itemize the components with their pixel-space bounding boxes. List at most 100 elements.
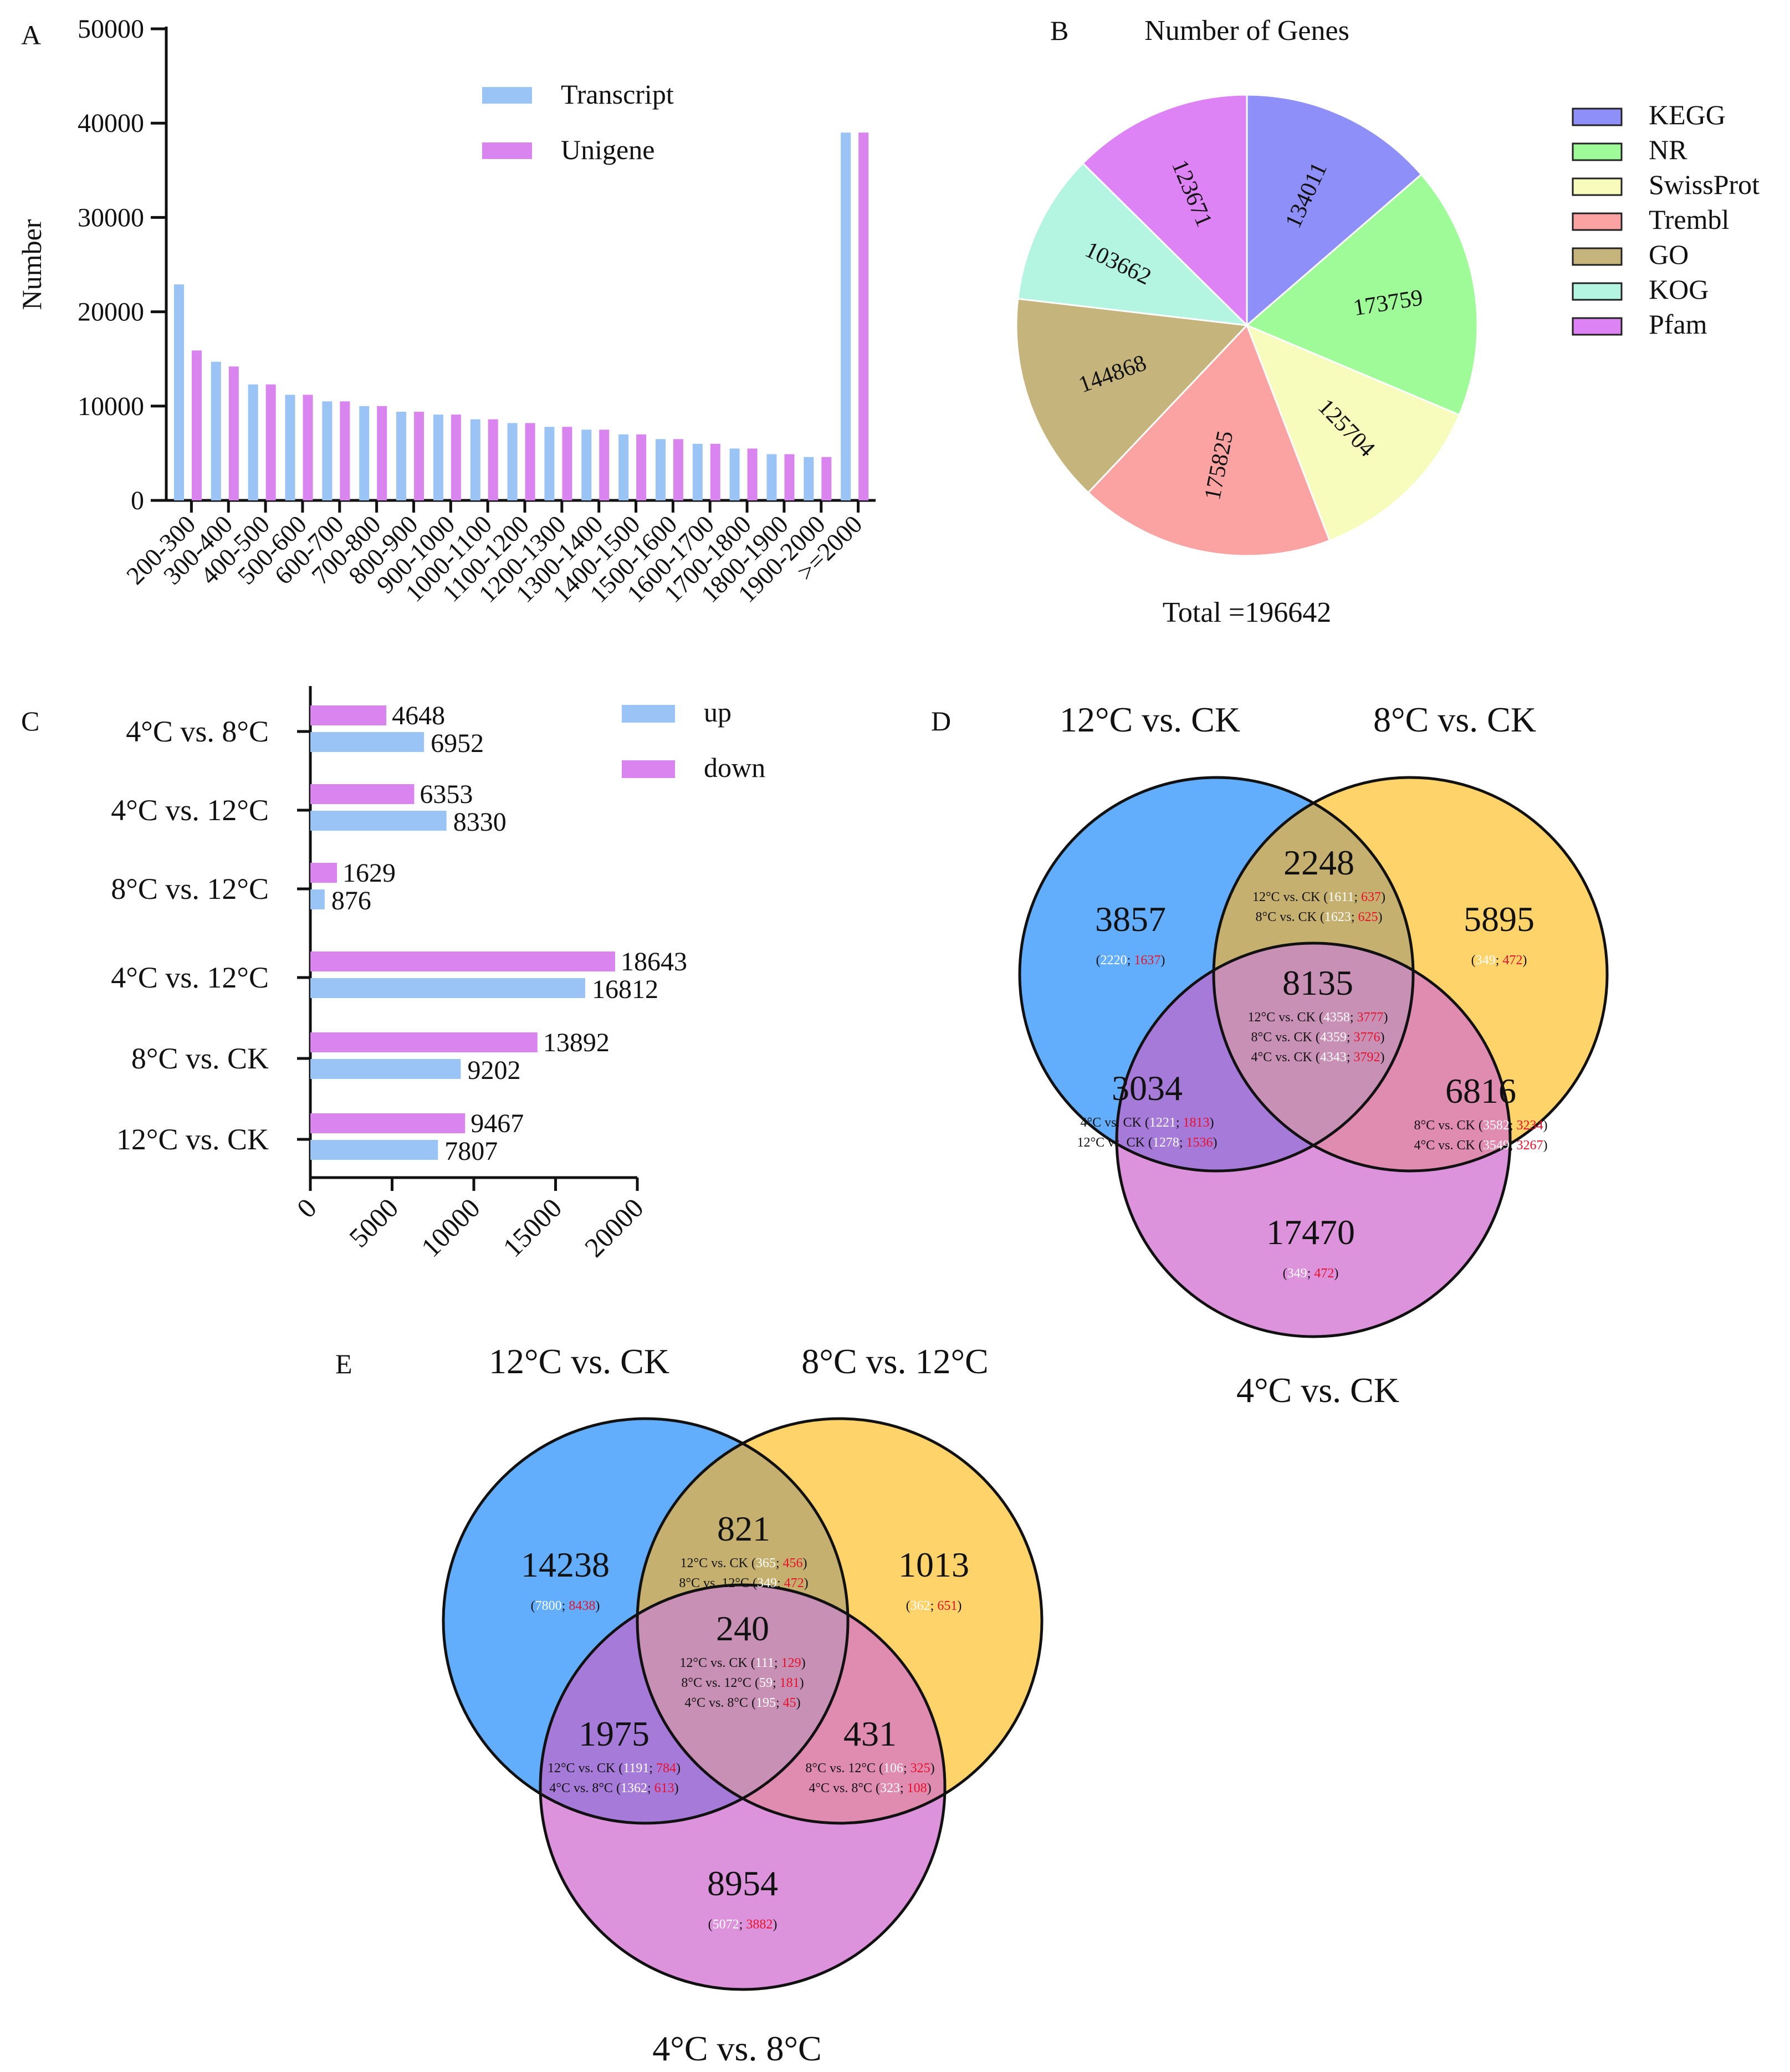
punct: ( [613, 1781, 621, 1795]
panel-label-a: A [21, 19, 41, 50]
bar-down [310, 784, 415, 804]
punct: ) [1209, 1116, 1214, 1130]
circle-outline [1115, 942, 1512, 1338]
up-count: 349 [1476, 953, 1496, 968]
legend-swatch-go [1572, 247, 1623, 266]
panel-label-c: C [21, 705, 39, 736]
region-count-right-bottom: 6816 [1445, 1071, 1516, 1111]
legend-label-go: GO [1649, 239, 1689, 270]
legend-label-kegg: KEGG [1649, 99, 1726, 130]
punct: ) [1543, 1118, 1547, 1133]
bar-up-value-label: 876 [331, 886, 371, 915]
set-label-bottom: 4°C vs. 8°C [652, 2029, 821, 2068]
punct: ; [1176, 1116, 1183, 1130]
updown-line: 4°C vs. CK (3549; 3267) [1414, 1138, 1548, 1153]
punct: ) [1213, 1135, 1217, 1150]
circle-outline [442, 1417, 850, 1825]
down-count: 1536 [1186, 1135, 1213, 1150]
bar-down [310, 1032, 538, 1052]
punct: ( [1475, 1118, 1483, 1133]
bar-transcript [396, 412, 407, 500]
bar-unigene [525, 423, 535, 500]
legend-swatch-pfam [1572, 317, 1623, 336]
bar-transcript [470, 419, 480, 500]
comparison-name: 8°C vs. CK [1414, 1118, 1476, 1133]
punct: ) [1522, 953, 1527, 968]
legend-label-up: up [704, 697, 732, 728]
updown-line: (349; 472) [1471, 953, 1527, 968]
up-count: 4359 [1320, 1030, 1347, 1045]
set-label-left: 12°C vs. CK [1060, 700, 1240, 739]
circle-outline [1212, 776, 1609, 1173]
y-tick-label: 30000 [78, 203, 144, 232]
comparison-name: 4°C vs. CK [1251, 1050, 1313, 1065]
bar-unigene [340, 401, 350, 500]
updown-line: 8°C vs. 12°C (349; 472) [679, 1576, 808, 1590]
updown-line: 4°C vs. 8°C (323; 108) [809, 1781, 931, 1795]
legend-label-nr: NR [1649, 134, 1687, 165]
bar-up-value-label: 9202 [467, 1056, 520, 1085]
punct: ) [1160, 953, 1165, 968]
pie-slice-pfam [1081, 94, 1248, 328]
punct: ; [562, 1599, 569, 1613]
down-count: 472 [1502, 953, 1522, 968]
punct: ; [773, 1676, 780, 1690]
updown-line: 8°C vs. CK (3582; 3234) [1414, 1118, 1548, 1133]
venn-e: 12°C vs. CK 8°C vs. 12°C 4°C vs. 8°C 14238 (… [442, 1342, 1044, 2068]
punct: ; [1496, 953, 1503, 968]
x-tick-label: 10000 [415, 1192, 486, 1263]
punct: ( [751, 1676, 759, 1690]
bar-down [310, 1113, 466, 1133]
up-count: 1191 [623, 1761, 649, 1776]
pie-slice-swissprot [1245, 324, 1461, 542]
punct: ( [1312, 1030, 1320, 1045]
down-count: 3792 [1353, 1050, 1380, 1065]
bar-unigene [710, 443, 720, 500]
y-tick-label: 50000 [78, 14, 144, 44]
up-count: 349 [1287, 1266, 1307, 1281]
y-tick-label: 40000 [78, 109, 144, 138]
down-count: 472 [1314, 1266, 1334, 1281]
down-count: 3882 [746, 1917, 773, 1932]
punct: ; [1510, 1138, 1517, 1153]
bar-down-value-label: 1629 [342, 858, 396, 888]
punct: ( [906, 1599, 911, 1613]
updown-line: 8°C vs. 12°C (106; 325) [805, 1761, 934, 1776]
bar-unigene [451, 415, 461, 500]
pie-slice-trembl [1087, 324, 1331, 557]
down-count: 1637 [1134, 953, 1160, 968]
region-count-left-only: 3857 [1095, 899, 1166, 939]
down-count: 651 [937, 1599, 957, 1613]
updown-line: (2220; 1637) [1096, 953, 1165, 968]
up-count: 111 [755, 1656, 774, 1670]
down-count: 613 [654, 1781, 674, 1795]
bar-transcript [507, 423, 518, 500]
bar-unigene [265, 384, 276, 500]
punct: ; [1179, 1135, 1186, 1150]
up-count: 3582 [1483, 1118, 1510, 1133]
bar-up [310, 978, 585, 998]
category-label: 8°C vs. 12°C [111, 872, 269, 905]
up-count: 7800 [535, 1599, 562, 1613]
updown-line: (362; 651) [906, 1599, 962, 1613]
down-count: 3777 [1357, 1010, 1383, 1025]
comparison-name: 4°C vs. 8°C [809, 1781, 872, 1795]
punct: ) [1380, 1030, 1384, 1045]
punct: ( [1317, 910, 1324, 924]
comparison-name: 12°C vs. CK [1248, 1010, 1316, 1025]
region-count-bottom-only: 8954 [707, 1864, 778, 1903]
category-label: 4°C vs. 8°C [126, 715, 269, 748]
bar-unigene [636, 434, 647, 500]
punct: ) [801, 1656, 806, 1670]
panel-label-d: D [931, 705, 951, 736]
punct: ) [800, 1676, 804, 1690]
legend-swatch-kog [1572, 282, 1623, 301]
punct: ) [595, 1599, 600, 1613]
up-count: 4343 [1320, 1050, 1347, 1065]
region-count-right-only: 5895 [1464, 899, 1535, 939]
bar-unigene [377, 406, 387, 500]
legend-swatch-unigene [482, 142, 532, 159]
punct: ( [1283, 1266, 1287, 1281]
punct: ( [708, 1917, 713, 1932]
comparison-name: 12°C vs. CK [679, 1656, 748, 1670]
